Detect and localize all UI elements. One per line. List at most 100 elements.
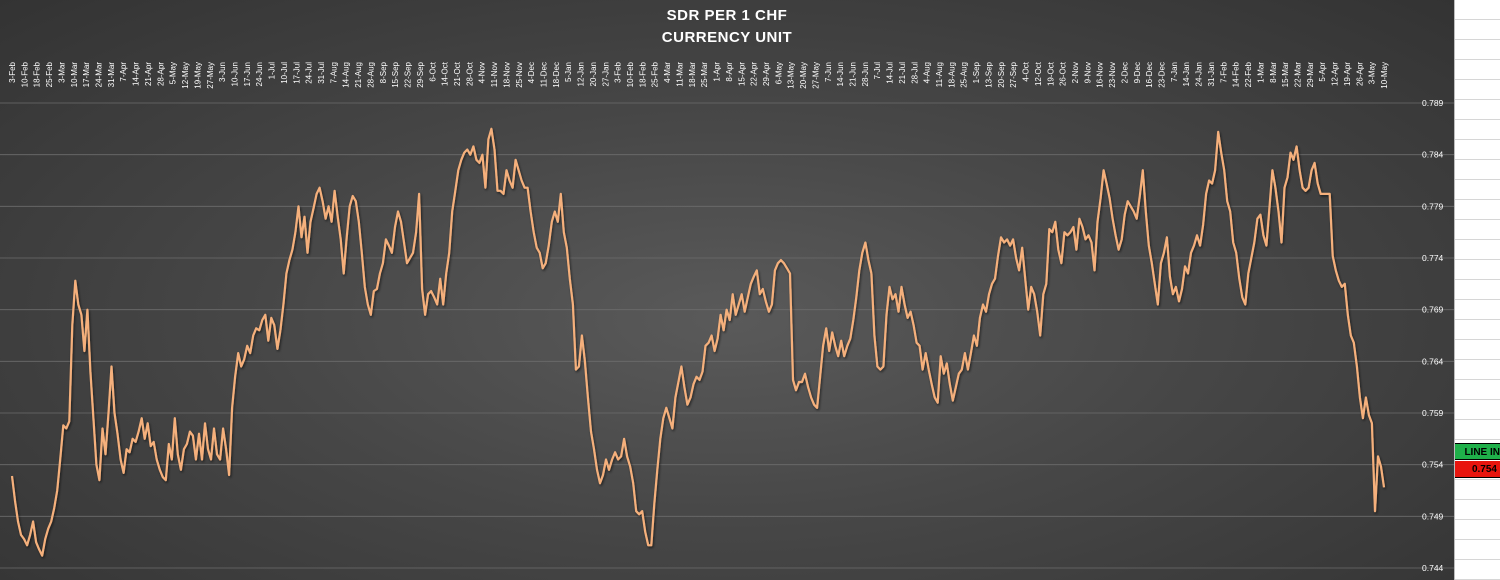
x-tick-label: 31-Jan <box>1207 62 1216 86</box>
series-layer <box>10 127 1386 557</box>
x-tick-label: 7-Jan <box>1170 62 1179 82</box>
x-tick-label: 15-Sep <box>391 61 400 87</box>
x-tick-label: 1-Apr <box>713 62 722 82</box>
x-tick-label: 22-Sep <box>404 61 413 87</box>
x-tick-label: 23-Dec <box>1158 62 1167 88</box>
x-tick-label: 24-Jun <box>255 62 264 86</box>
chart-subtitle: CURRENCY UNIT <box>662 29 792 46</box>
x-tick-label: 13-May <box>787 62 796 89</box>
chart-area <box>0 0 1454 580</box>
x-tick-label: 29-Mar <box>1306 62 1315 88</box>
y-tick-label: 0.759 <box>1422 408 1444 418</box>
y-tick-label: 0.789 <box>1422 98 1444 108</box>
y-tick-label: 0.774 <box>1422 253 1444 263</box>
x-tick-label: 26-Oct <box>1059 61 1068 86</box>
x-tick-label: 4-Nov <box>478 62 487 83</box>
x-tick-label: 27-Jan <box>601 62 610 86</box>
x-tick-label: 10-Feb <box>626 61 635 87</box>
y-tick-label: 0.754 <box>1422 460 1444 470</box>
x-tick-label: 11-Dec <box>540 62 549 87</box>
x-tick-label: 3-Feb <box>8 61 17 82</box>
y-tick-label: 0.764 <box>1422 356 1444 366</box>
line-in-label: LINE IN <box>1455 443 1500 460</box>
x-tick-label: 24-Jul <box>305 62 314 84</box>
line-in-value: 0.754 <box>1455 461 1500 478</box>
x-tick-label: 18-Dec <box>552 62 561 88</box>
x-tick-label: 18-Aug <box>947 62 956 88</box>
x-tick-label: 21-Jun <box>849 62 858 86</box>
x-tick-label: 21-Apr <box>144 62 153 86</box>
x-tick-label: 12-May <box>181 62 190 89</box>
x-tick-label: 18-Feb <box>638 61 647 87</box>
x-tick-label: 29-Apr <box>762 62 771 86</box>
x-tick-label: 10-Jul <box>280 62 289 84</box>
x-tick-label: 4-Aug <box>923 62 932 83</box>
x-tick-label: 12-Jan <box>577 62 586 86</box>
x-tick-label: 19-Apr <box>1343 62 1352 86</box>
x-tick-label: 25-Aug <box>960 62 969 88</box>
x-tick-label: 5-Jan <box>564 62 573 82</box>
x-tick-label: 3-May <box>1368 62 1377 84</box>
x-tick-label: 23-Nov <box>1108 62 1117 88</box>
x-tick-label: 25-Mar <box>700 62 709 88</box>
x-tick-label: 28-Apr <box>156 62 165 86</box>
x-tick-label: 28-Jul <box>910 62 919 84</box>
x-tick-label: 2-Nov <box>1071 62 1080 83</box>
x-tick-label: 25-Feb <box>651 61 660 87</box>
x-tick-label: 14-Aug <box>342 62 351 88</box>
gridlines <box>0 102 1454 569</box>
x-tick-label: 14-Jan <box>1182 62 1191 86</box>
x-tick-label: 9-Dec <box>1133 62 1142 83</box>
x-tick-label: 1-Sep <box>972 61 981 83</box>
x-tick-label: 22-Apr <box>750 62 759 86</box>
x-tick-label: 16-Dec <box>1145 62 1154 88</box>
x-tick-label: 22-Mar <box>1294 62 1303 88</box>
x-axis-tick-labels: 3-Feb 10-Feb 18-Feb 25-Feb 3-Mar 10-Mar 17-Mar… <box>8 61 1389 88</box>
y-tick-label: 0.769 <box>1422 305 1444 315</box>
y-tick-label: 0.749 <box>1422 511 1444 521</box>
x-tick-label: 9-Nov <box>1083 62 1092 83</box>
x-tick-label: 22-Feb <box>1244 61 1253 87</box>
x-tick-label: 1-Jul <box>268 62 277 80</box>
x-tick-label: 17-Jul <box>292 62 301 84</box>
x-tick-label: 2-Dec <box>1120 62 1129 83</box>
x-tick-label: 19-May <box>193 62 202 89</box>
x-tick-label: 3-Mar <box>57 62 66 83</box>
chart-title: SDR PER 1 CHF <box>667 7 788 24</box>
x-tick-label: 31-Jul <box>317 62 326 84</box>
x-tick-label: 28-Aug <box>367 62 376 88</box>
x-tick-label: 11-Mar <box>676 62 685 87</box>
series-line-0 <box>10 127 1386 557</box>
x-tick-label: 11-Nov <box>490 62 499 87</box>
x-tick-label: 31-Mar <box>107 62 116 88</box>
x-tick-label: 20-May <box>799 62 808 89</box>
x-tick-label: 19-Oct <box>1046 61 1055 86</box>
x-tick-label: 6-May <box>774 62 783 84</box>
y-axis-tick-labels: 0.744 0.749 0.754 0.759 0.764 0.769 0.774 0.779… <box>1422 98 1444 573</box>
x-tick-label: 25-Feb <box>45 61 54 87</box>
x-tick-label: 4-Mar <box>663 62 672 83</box>
y-tick-label: 0.779 <box>1422 201 1444 211</box>
x-tick-label: 11-Aug <box>935 62 944 87</box>
x-tick-label: 14-Jun <box>836 62 845 86</box>
x-tick-label: 17-Mar <box>82 62 91 88</box>
line-chart: 0.744 0.749 0.754 0.759 0.764 0.769 0.774 0.779… <box>0 7 1454 573</box>
x-tick-label: 5-May <box>169 62 178 84</box>
x-tick-label: 21-Jul <box>898 62 907 84</box>
x-tick-label: 8-Mar <box>1269 62 1278 83</box>
x-tick-label: 20-Sep <box>997 61 1006 87</box>
x-tick-label: 7-Jun <box>824 62 833 82</box>
x-tick-label: 13-Sep <box>985 61 994 87</box>
x-tick-label: 10-Mar <box>70 62 79 88</box>
spreadsheet-side-column <box>1454 0 1500 580</box>
x-tick-label: 15-Apr <box>737 62 746 86</box>
x-tick-label: 4-Oct <box>1022 61 1031 81</box>
x-tick-label: 10-May <box>1380 62 1389 89</box>
x-tick-label: 18-Mar <box>688 62 697 88</box>
x-tick-label: 12-Oct <box>1034 61 1043 86</box>
x-tick-label: 26-Apr <box>1355 62 1364 86</box>
x-tick-label: 16-Nov <box>1096 62 1105 88</box>
x-tick-label: 28-Oct <box>465 61 474 86</box>
x-tick-label: 8-Sep <box>379 61 388 83</box>
x-tick-label: 14-Apr <box>132 62 141 86</box>
